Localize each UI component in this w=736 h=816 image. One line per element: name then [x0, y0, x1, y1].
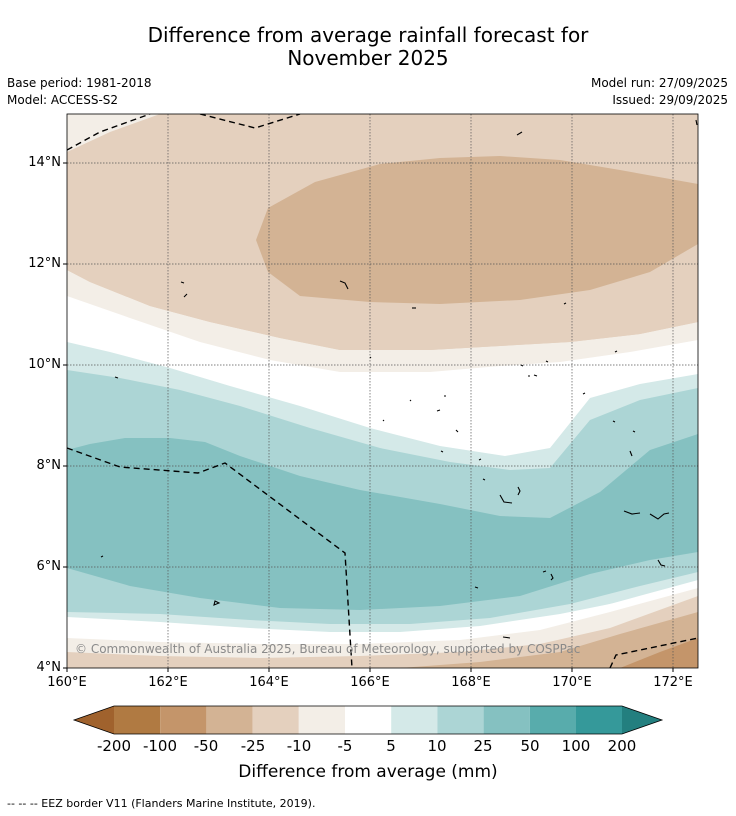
colorbar-swatch-9 [483, 706, 530, 734]
colorbar-label-10: 10 [427, 737, 447, 755]
map-frame [66, 113, 699, 669]
colorbar-label-minus-5: -5 [337, 737, 353, 755]
axis-ticks [63, 162, 674, 672]
chart-title-line-1: Difference from average rainfall forecas… [147, 23, 589, 47]
colorbar-swatch-5 [298, 706, 345, 734]
colorbar-label-50: 50 [520, 737, 540, 755]
colorbar-swatch-8 [437, 706, 484, 734]
colorbar-label-minus-25: -25 [240, 737, 266, 755]
colorbar-swatch-10 [529, 706, 576, 734]
colorbar-label-minus-200: -200 [96, 737, 132, 755]
lon-label-170e: 170°E [552, 675, 592, 690]
colorbar-label-minus-10: -10 [286, 737, 312, 755]
lat-label-14n: 14°N [28, 155, 61, 170]
lon-label-172e: 172°E [653, 675, 693, 690]
colorbar-swatch-7 [391, 706, 438, 734]
chart-title-line-2: November 2025 [287, 46, 449, 70]
colorbar-label-200: 200 [607, 737, 637, 755]
lat-label-8n: 8°N [36, 458, 62, 473]
model-run-text: Model run: 27/09/2025 [590, 76, 728, 90]
eez-border-footnote: -- -- -- EEZ border V11 (Flanders Marine… [7, 797, 316, 810]
lon-label-168e: 168°E [451, 675, 491, 690]
colorbar-label-5: 5 [386, 737, 396, 755]
colorbar-swatch-2 [160, 706, 207, 734]
colorbar-label-minus-50: -50 [193, 737, 219, 755]
region-minus-25 [256, 156, 698, 304]
colorbar [72, 705, 664, 735]
colorbar-swatch-1 [114, 706, 161, 734]
base-period-text: Base period: 1981-2018 [7, 76, 152, 90]
colorbar-swatch-11 [576, 706, 622, 734]
lon-label-160e: 160°E [47, 675, 87, 690]
gridlines [67, 114, 698, 668]
colorbar-label-minus-100: -100 [142, 737, 178, 755]
colorbar-label-25: 25 [473, 737, 493, 755]
lon-label-162e: 162°E [148, 675, 188, 690]
copyright-credit: © Commonwealth of Australia 2025, Bureau… [75, 642, 581, 656]
lat-label-12n: 12°N [28, 256, 61, 271]
colorbar-swatch-6 [345, 706, 392, 734]
lat-label-4n: 4°N [36, 660, 62, 675]
eez-borders [67, 114, 698, 668]
colorbar-swatch-3 [206, 706, 253, 734]
lat-label-6n: 6°N [36, 559, 62, 574]
lon-label-164e: 164°E [249, 675, 289, 690]
lat-label-10n: 10°N [28, 357, 61, 372]
islands [100, 119, 698, 639]
colorbar-label-100: 100 [561, 737, 591, 755]
colorbar-over-arrow [622, 706, 662, 734]
colorbar-swatch-4 [252, 706, 299, 734]
colorbar-title: Difference from average (mm) [238, 762, 498, 782]
issued-text: Issued: 29/09/2025 [612, 93, 728, 107]
lon-label-166e: 166°E [350, 675, 390, 690]
model-text: Model: ACCESS-S2 [7, 93, 119, 107]
colorbar-under-arrow [74, 706, 114, 734]
rainfall-map [67, 114, 698, 668]
region-plus-25 [67, 434, 698, 610]
